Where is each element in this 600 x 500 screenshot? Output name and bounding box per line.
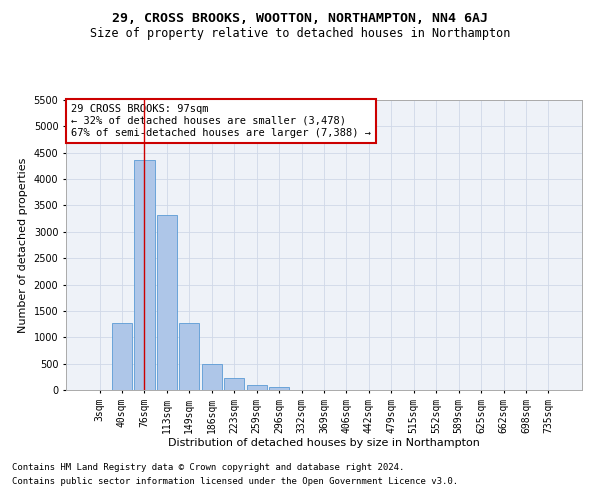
Text: Size of property relative to detached houses in Northampton: Size of property relative to detached ho… [90,28,510,40]
Bar [269,387,289,390]
Text: Contains public sector information licensed under the Open Government Licence v3: Contains public sector information licen… [12,477,458,486]
Y-axis label: Number of detached properties: Number of detached properties [18,158,28,332]
Bar [202,364,222,390]
Text: 29 CROSS BROOKS: 97sqm
← 32% of detached houses are smaller (3,478)
67% of semi-: 29 CROSS BROOKS: 97sqm ← 32% of detached… [71,104,371,138]
Text: Contains HM Land Registry data © Crown copyright and database right 2024.: Contains HM Land Registry data © Crown c… [12,464,404,472]
Bar [157,215,177,390]
Bar [112,323,132,390]
Bar [134,160,155,390]
Bar [224,378,244,390]
Text: 29, CROSS BROOKS, WOOTTON, NORTHAMPTON, NN4 6AJ: 29, CROSS BROOKS, WOOTTON, NORTHAMPTON, … [112,12,488,26]
Bar [247,385,267,390]
Bar [179,324,199,390]
X-axis label: Distribution of detached houses by size in Northampton: Distribution of detached houses by size … [168,438,480,448]
